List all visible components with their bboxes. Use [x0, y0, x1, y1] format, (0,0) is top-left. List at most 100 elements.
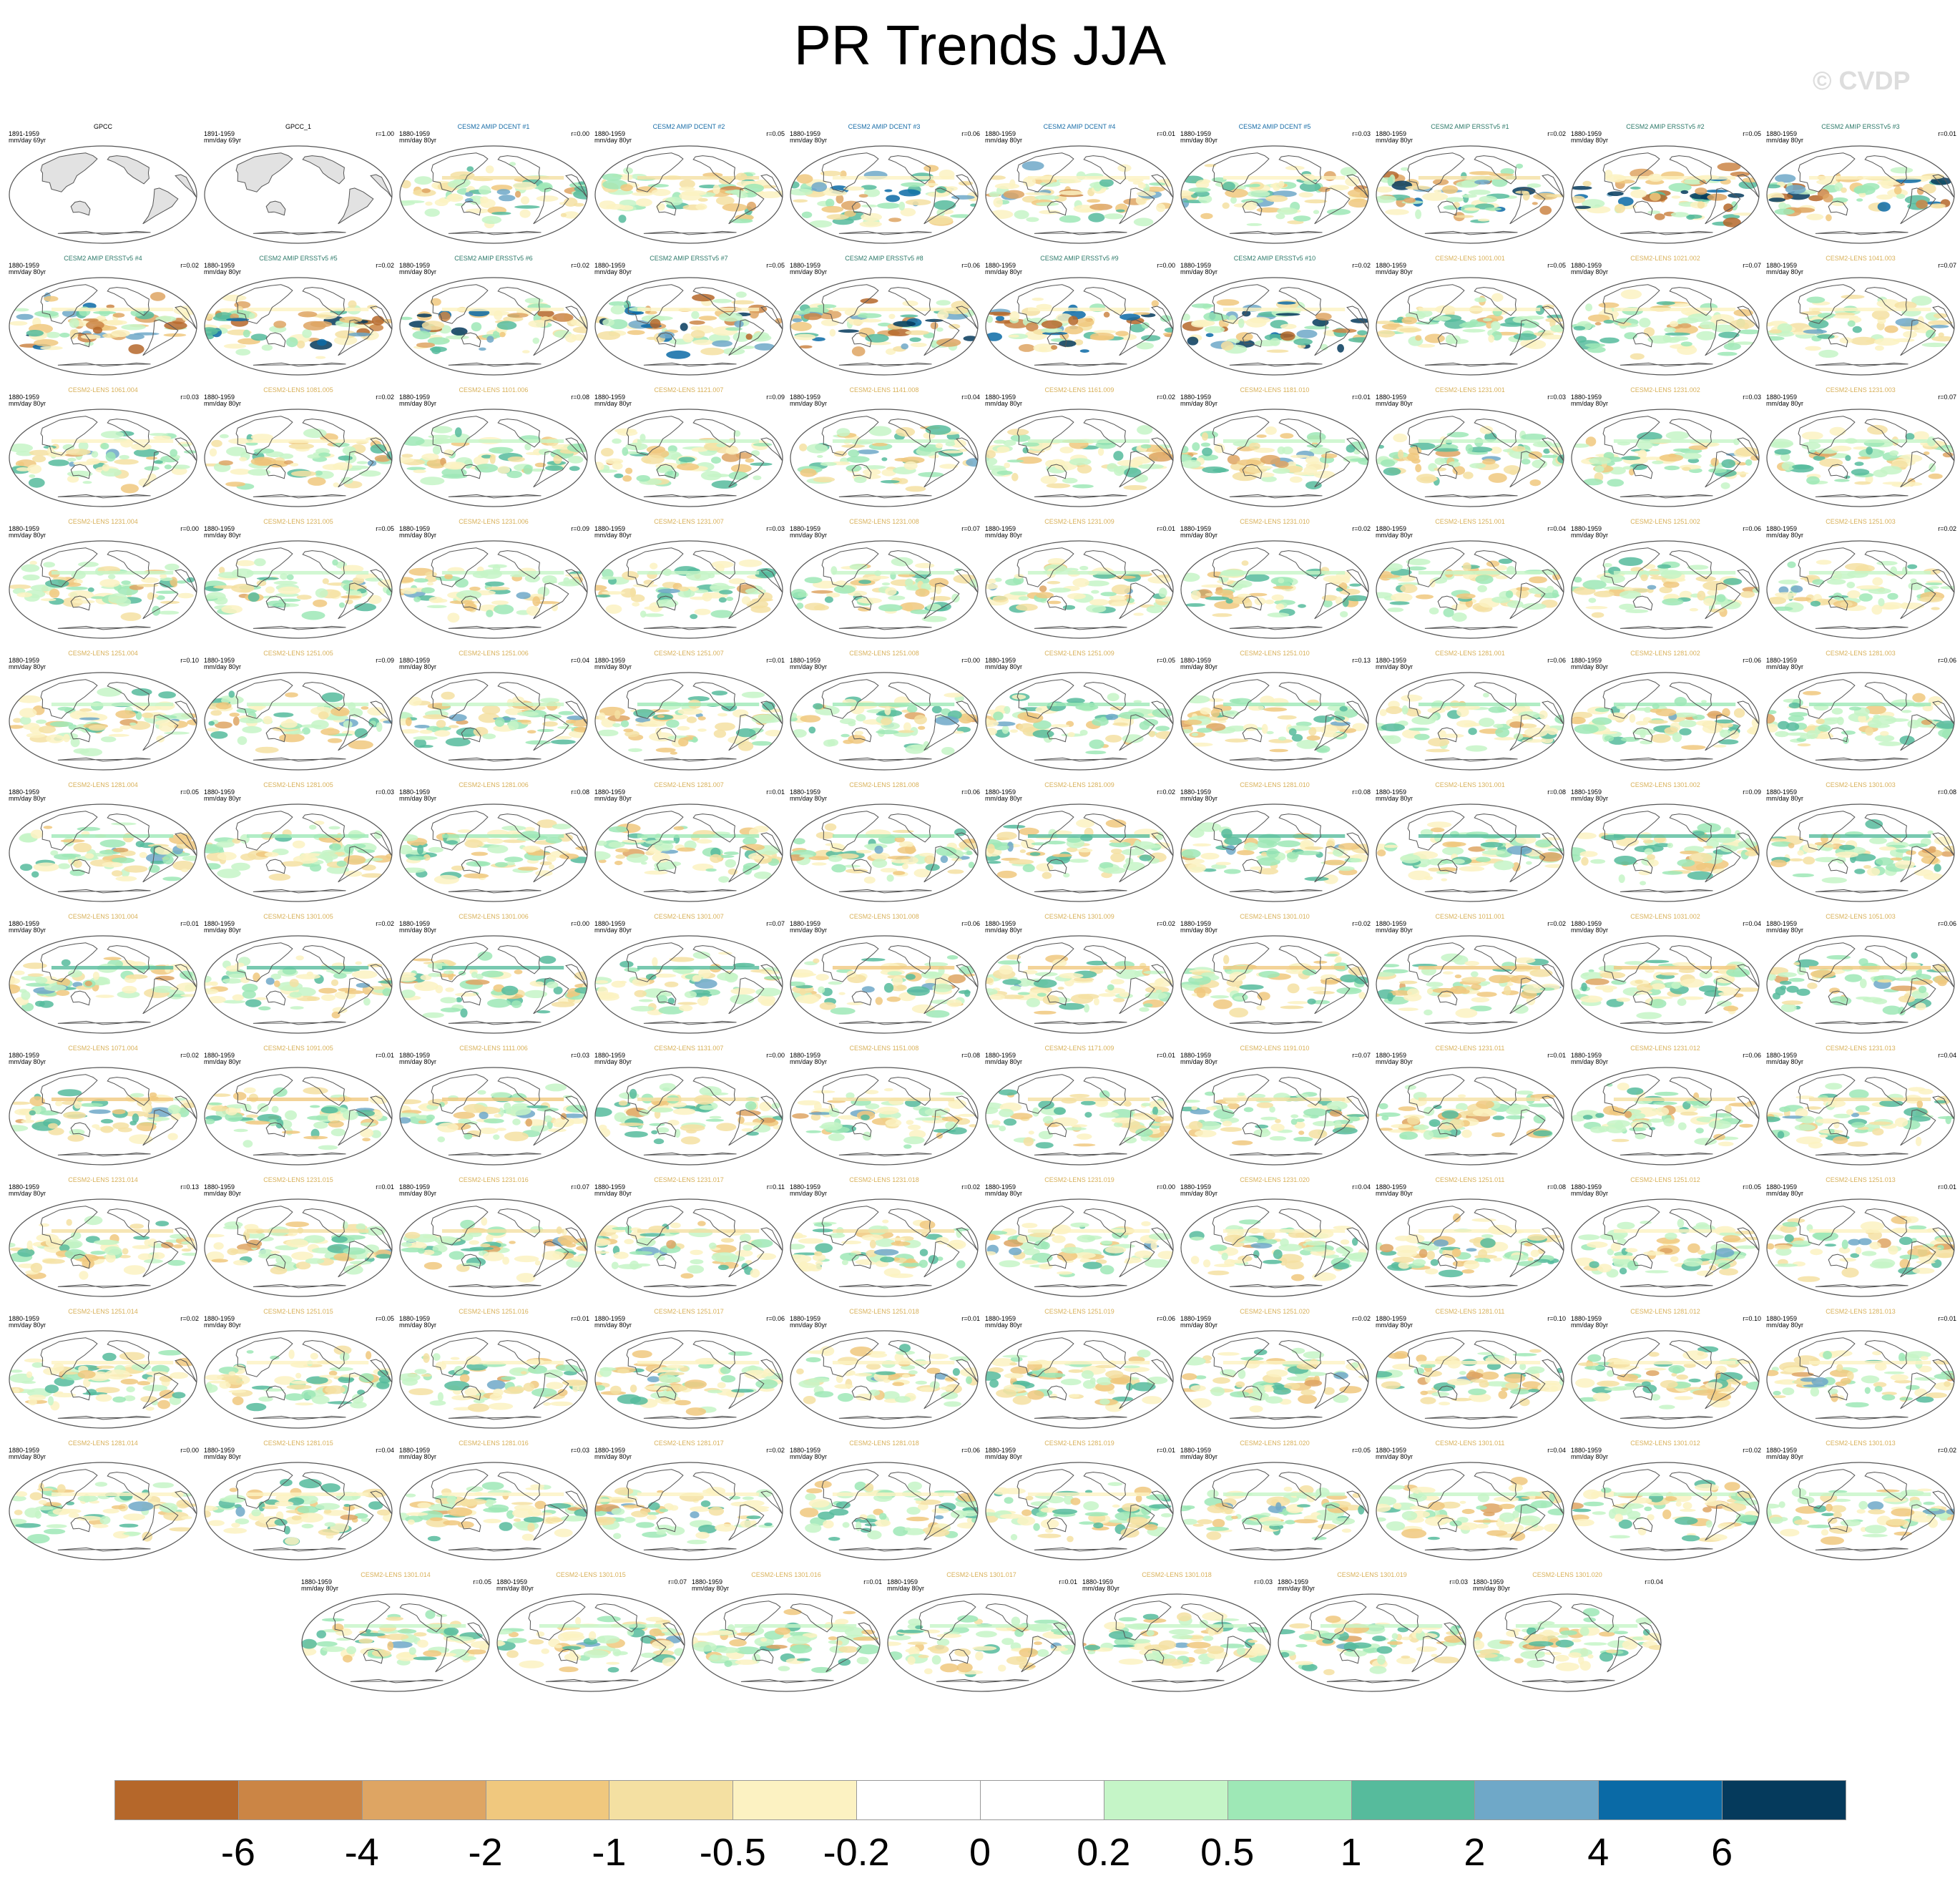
trend-blob: [951, 195, 975, 200]
trend-blob: [1062, 605, 1076, 610]
trend-blob: [751, 741, 773, 746]
trend-blob: [936, 846, 957, 856]
equatorial-band: [832, 308, 955, 311]
trend-blob: [149, 433, 168, 436]
trend-blob: [494, 861, 508, 868]
trend-blob: [858, 607, 871, 612]
trend-blob: [116, 597, 132, 607]
coastline: [533, 451, 569, 488]
map-panel: CESM2 AMIP ERSSTv5 #7 1880-1959 mm/day 80y…: [592, 255, 786, 380]
trend-blob: [823, 739, 836, 747]
trend-blob: [813, 477, 836, 483]
trend-blob: [1708, 468, 1728, 474]
trend-blob: [1853, 187, 1868, 194]
trend-blob: [1269, 748, 1288, 753]
trend-blob: [115, 876, 137, 881]
trend-blob: [1198, 195, 1212, 204]
trend-blob: [484, 581, 505, 587]
map-svg: [1766, 145, 1955, 244]
trend-blob: [1938, 332, 1944, 338]
panel-units: mm/day 80yr: [204, 663, 242, 670]
trend-blob: [843, 186, 865, 191]
trend-blob: [1774, 208, 1795, 215]
trend-blob: [371, 316, 385, 326]
trend-blob: [1716, 594, 1726, 602]
trend-blob: [657, 715, 665, 718]
trend-blob: [1151, 300, 1159, 308]
trend-blob: [1488, 473, 1507, 483]
trend-blob: [481, 705, 501, 715]
trend-blob: [1585, 303, 1593, 312]
trend-blob: [1482, 318, 1492, 322]
trend-blob: [715, 196, 735, 205]
trend-blob: [1300, 841, 1310, 848]
trend-blob: [509, 574, 526, 577]
trend-blob: [1426, 821, 1452, 829]
trend-blob: [336, 860, 347, 867]
trend-blob: [750, 462, 773, 466]
trend-blob: [1093, 181, 1102, 192]
trend-blob: [1730, 319, 1755, 329]
trend-blob: [753, 475, 762, 481]
trend-blob: [474, 464, 499, 473]
equatorial-band: [246, 571, 369, 575]
trend-blob: [66, 586, 89, 590]
trend-blob: [1203, 312, 1225, 322]
panel-units: mm/day 80yr: [594, 795, 632, 802]
panel-title: CESM2-LENS 1081.005: [263, 386, 333, 394]
trend-blob: [987, 844, 995, 854]
trend-blob: [1026, 217, 1039, 223]
trend-blob: [471, 851, 489, 856]
trend-blob: [21, 564, 40, 572]
trend-blob: [1280, 323, 1297, 329]
trend-blob: [563, 577, 570, 585]
trend-blob: [1477, 218, 1490, 222]
trend-blob: [662, 840, 676, 844]
coastline: [923, 187, 960, 225]
trend-blob: [1507, 600, 1524, 608]
trend-blob: [1230, 597, 1251, 605]
trend-blob: [414, 725, 430, 728]
trend-blob: [1848, 706, 1861, 711]
trend-blob: [1305, 456, 1320, 464]
trend-blob: [1441, 878, 1448, 881]
trend-blob: [367, 595, 382, 605]
trend-blob: [1123, 861, 1145, 871]
panel-correlation: r=0.05: [1743, 130, 1761, 137]
map-border: [594, 145, 783, 244]
panel-units: mm/day 80yr: [790, 137, 828, 144]
panel-period: 1880-1959: [204, 262, 235, 269]
trend-blob: [1385, 735, 1401, 744]
equatorial-band: [1613, 571, 1736, 575]
trend-blob: [677, 847, 696, 852]
trend-blob: [1775, 174, 1796, 183]
trend-blob: [1767, 184, 1781, 189]
trend-blob: [1290, 454, 1310, 459]
trend-blob: [1230, 196, 1237, 204]
trend-blob: [436, 720, 446, 728]
trend-blob: [1006, 459, 1024, 463]
trend-blob: [447, 612, 460, 623]
map-svg: [1180, 277, 1369, 376]
trend-blob: [1839, 337, 1853, 344]
panel-period: 1891-1959: [204, 130, 235, 137]
trend-blob: [678, 456, 695, 463]
equatorial-band: [637, 571, 760, 575]
trend-blob: [989, 191, 1001, 197]
panel-period: 1880-1959: [594, 262, 626, 269]
trend-blob: [210, 731, 228, 739]
trend-blob: [1488, 706, 1505, 713]
trend-blob: [1665, 431, 1690, 440]
trend-blob: [1024, 713, 1044, 723]
trend-blob: [1265, 195, 1288, 202]
panel-period: 1880-1959: [399, 130, 431, 137]
trend-blob: [413, 578, 428, 583]
trend-blob: [1087, 199, 1101, 203]
trend-blob: [1158, 587, 1167, 597]
coastline: [1864, 155, 1907, 185]
trend-blob: [318, 711, 329, 720]
trend-blob: [517, 866, 539, 871]
equatorial-band: [441, 439, 564, 443]
trend-blob: [1868, 723, 1891, 728]
panel-units: mm/day 80yr: [399, 268, 437, 275]
